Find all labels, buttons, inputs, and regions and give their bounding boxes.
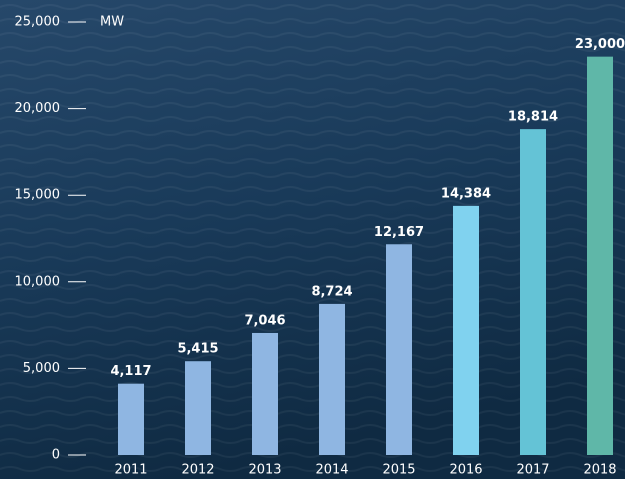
- y-tick-label: 0: [52, 448, 60, 463]
- bar: [520, 129, 546, 455]
- x-tick-label: 2017: [516, 463, 549, 478]
- y-tick-label: 5,000: [23, 361, 60, 376]
- y-tick-label: 20,000: [15, 101, 61, 116]
- value-label: 12,167: [374, 225, 424, 240]
- bar: [185, 361, 211, 455]
- value-label: 5,415: [177, 342, 218, 357]
- y-tick-label: 15,000: [15, 188, 61, 203]
- x-tick-label: 2015: [382, 463, 415, 478]
- bar: [252, 333, 278, 455]
- x-tick-label: 2014: [315, 463, 348, 478]
- value-label: 4,117: [110, 364, 151, 379]
- value-label: 14,384: [441, 186, 491, 201]
- bar: [118, 384, 144, 455]
- bar: [587, 57, 613, 455]
- value-label: 7,046: [244, 313, 285, 328]
- x-tick-label: 2012: [181, 463, 214, 478]
- bar: [386, 244, 412, 455]
- x-tick-label: 2011: [114, 463, 147, 478]
- x-tick-label: 2013: [248, 463, 281, 478]
- value-label: 23,000: [575, 37, 625, 52]
- y-tick-label: 10,000: [15, 274, 61, 289]
- value-label: 18,814: [508, 110, 558, 125]
- bar: [453, 206, 479, 455]
- y-tick-label: 25,000: [15, 15, 61, 30]
- x-tick-label: 2016: [449, 463, 482, 478]
- y-unit: MW: [100, 15, 124, 30]
- x-tick-label: 2018: [583, 463, 616, 478]
- value-label: 8,724: [311, 284, 352, 299]
- bar: [319, 304, 345, 455]
- chart: MW 0 5,000 10,000 15,000 20,000 25,000 2011 4,1…: [0, 0, 625, 479]
